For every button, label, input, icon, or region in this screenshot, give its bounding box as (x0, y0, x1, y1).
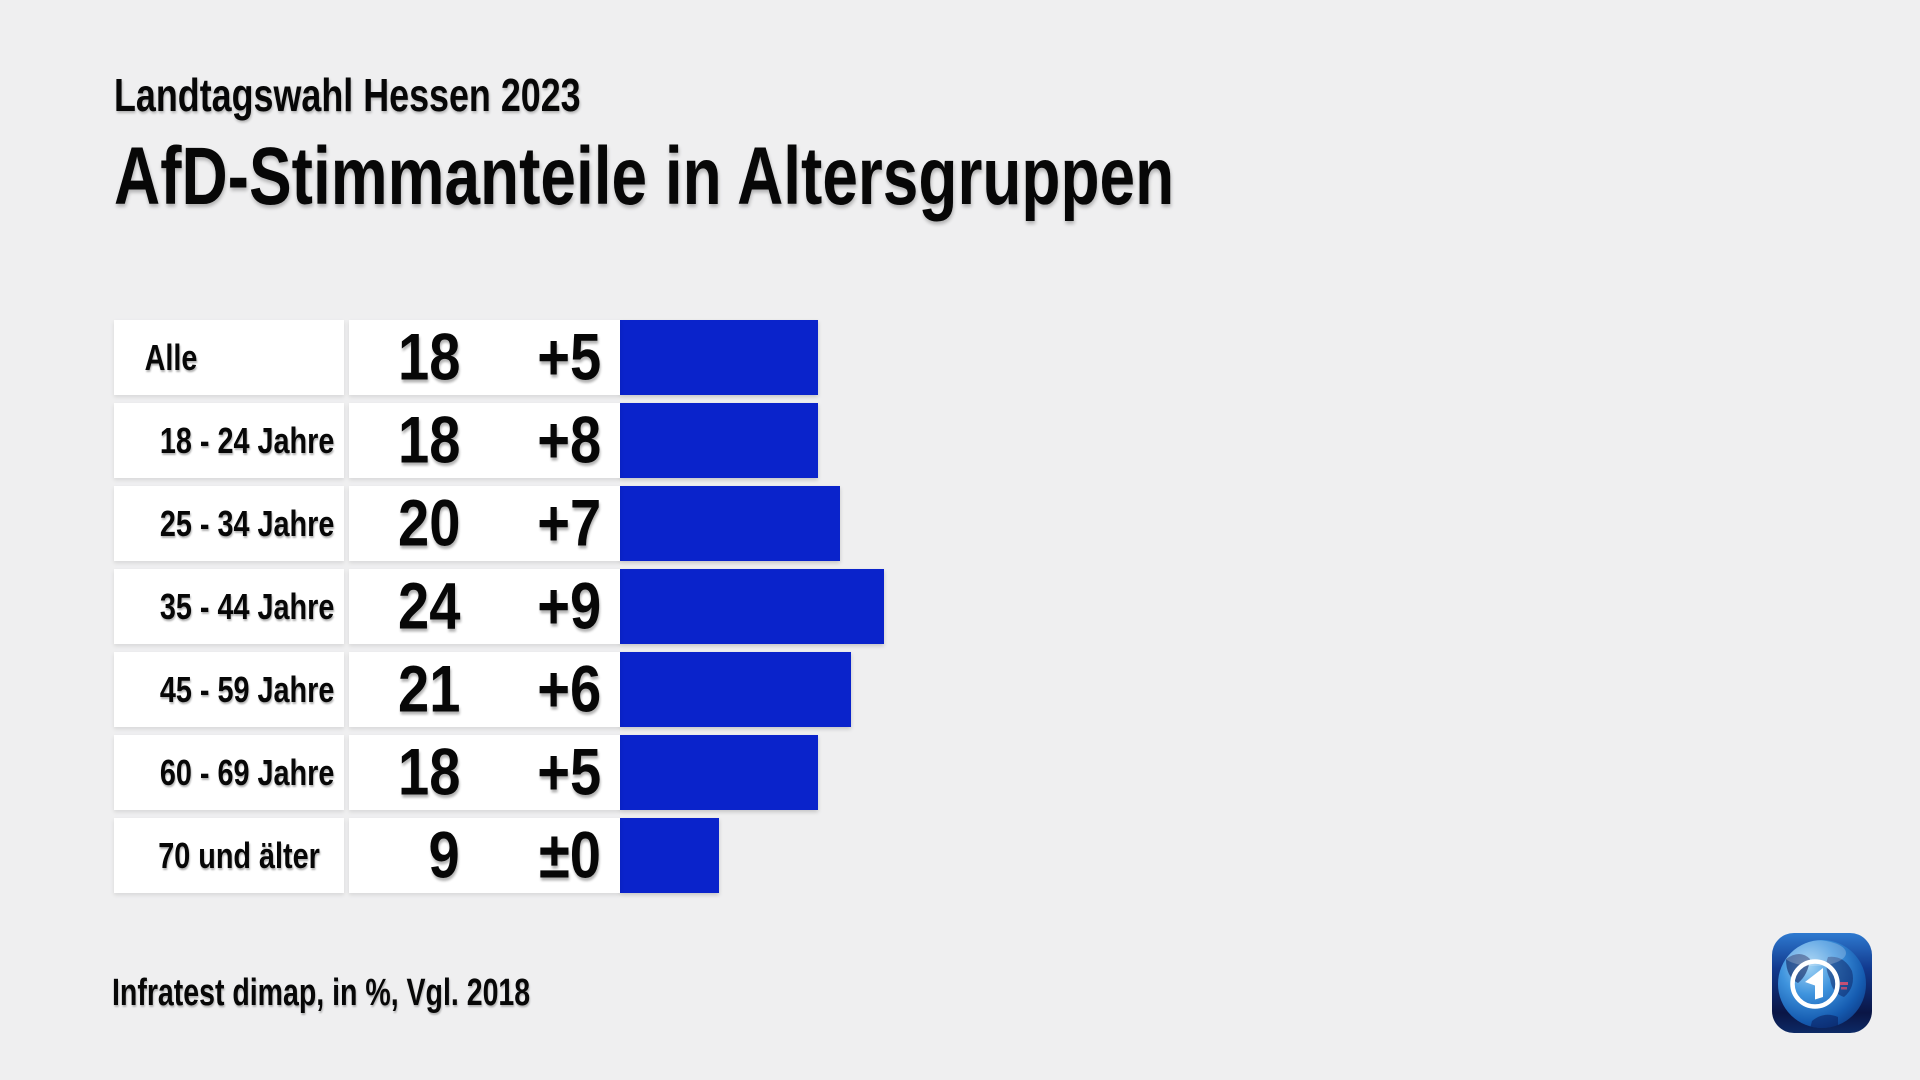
change-vs-2018-value: +7 (537, 485, 601, 560)
row-value-box: 20 +7 (349, 486, 620, 561)
age-group-label: 25 - 34 Jahre (159, 502, 335, 544)
row-label-box: 70 und älter (114, 818, 344, 893)
vote-share-bar (620, 735, 818, 810)
row-label-box: 18 - 24 Jahre (114, 403, 344, 478)
table-row: Alle 18 +5 (114, 320, 884, 395)
age-group-bar-chart: Alle 18 +5 18 - 24 Jahre 18 +8 25 - 34 J… (114, 320, 884, 901)
row-value-box: 21 +6 (349, 652, 620, 727)
vote-share-bar (620, 320, 818, 395)
chart-subtitle: Landtagswahl Hessen 2023 (114, 69, 581, 121)
ard-tagesschau-logo (1772, 933, 1872, 1033)
row-value-box: 18 +5 (349, 320, 620, 395)
row-label-box: 25 - 34 Jahre (114, 486, 344, 561)
change-vs-2018-value: +8 (537, 402, 601, 477)
change-vs-2018-value: +5 (537, 734, 601, 809)
vote-share-value: 24 (397, 568, 460, 643)
row-label-box: 60 - 69 Jahre (114, 735, 344, 810)
chart-title: AfD-Stimmanteile in Altersgruppen (114, 131, 1175, 222)
table-row: 60 - 69 Jahre 18 +5 (114, 735, 884, 810)
vote-share-value: 21 (397, 651, 460, 726)
table-row: 70 und älter 9 ±0 (114, 818, 884, 893)
row-value-box: 24 +9 (349, 569, 620, 644)
vote-share-value: 9 (428, 817, 460, 892)
globe-icon (1772, 933, 1872, 1033)
table-row: 45 - 59 Jahre 21 +6 (114, 652, 884, 727)
age-group-label: 70 und älter (158, 834, 320, 876)
vote-share-bar (620, 652, 851, 727)
vote-share-value: 18 (397, 734, 460, 809)
vote-share-bar (620, 486, 840, 561)
row-label-box: Alle (114, 320, 344, 395)
change-vs-2018-value: +5 (537, 319, 601, 394)
table-row: 18 - 24 Jahre 18 +8 (114, 403, 884, 478)
row-value-box: 18 +8 (349, 403, 620, 478)
table-row: 25 - 34 Jahre 20 +7 (114, 486, 884, 561)
change-vs-2018-value: +6 (537, 651, 601, 726)
row-value-box: 9 ±0 (349, 818, 620, 893)
age-group-label: 35 - 44 Jahre (159, 585, 335, 627)
vote-share-bar (620, 403, 818, 478)
row-label-box: 35 - 44 Jahre (114, 569, 344, 644)
vote-share-value: 18 (397, 319, 460, 394)
table-row: 35 - 44 Jahre 24 +9 (114, 569, 884, 644)
row-value-box: 18 +5 (349, 735, 620, 810)
change-vs-2018-value: +9 (537, 568, 601, 643)
vote-share-value: 18 (397, 402, 460, 477)
row-label-box: 45 - 59 Jahre (114, 652, 344, 727)
age-group-label: 60 - 69 Jahre (159, 751, 335, 793)
change-vs-2018-value: ±0 (539, 817, 601, 892)
age-group-label: 18 - 24 Jahre (159, 419, 335, 461)
age-group-label: 45 - 59 Jahre (159, 668, 335, 710)
vote-share-bar (620, 569, 884, 644)
vote-share-value: 20 (397, 485, 460, 560)
source-note: Infratest dimap, in %, Vgl. 2018 (112, 972, 531, 1014)
vote-share-bar (620, 818, 719, 893)
age-group-label: Alle (144, 336, 198, 378)
